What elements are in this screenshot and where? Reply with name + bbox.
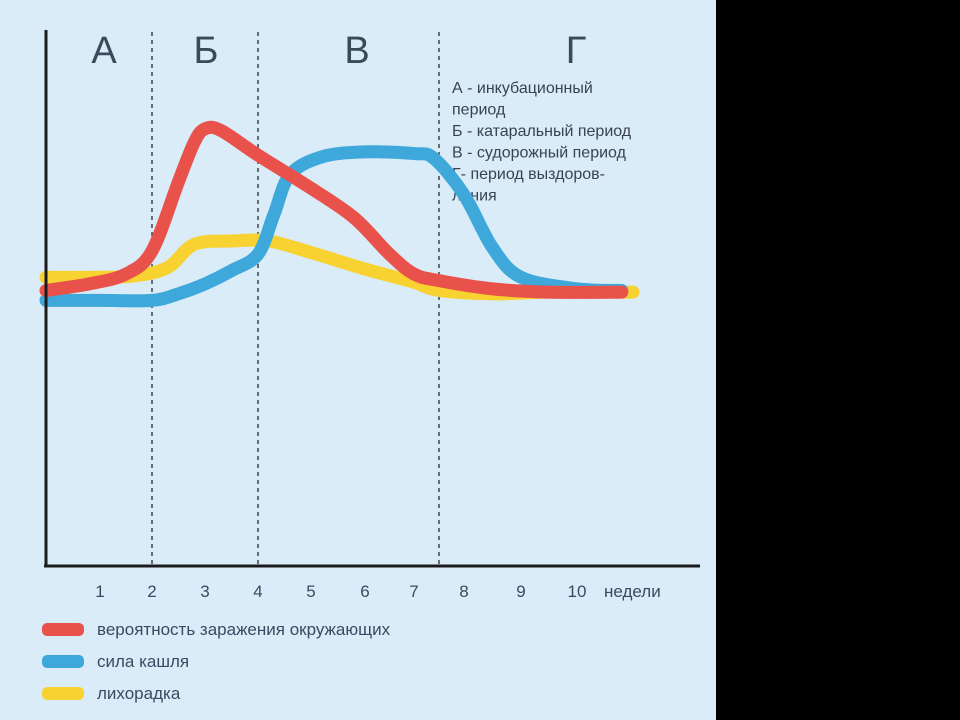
phase-labels: А Б В Г xyxy=(91,30,586,72)
phase-legend: А - инкубационный период Б - катаральный п… xyxy=(452,80,632,205)
x-tick-label: 3 xyxy=(200,582,209,601)
phase-legend-line: период xyxy=(452,102,506,119)
x-tick-label: 9 xyxy=(516,582,525,601)
legend-swatch xyxy=(42,655,84,668)
x-tick-labels: 1 2 3 4 5 6 7 8 9 10 xyxy=(95,582,586,601)
x-unit-label: недели xyxy=(604,582,661,601)
x-tick-label: 6 xyxy=(360,582,369,601)
phase-legend-line: Г- период выздоров- xyxy=(452,166,605,183)
legend-swatch xyxy=(42,687,84,700)
x-tick-label: 4 xyxy=(253,582,262,601)
whooping-cough-chart: А Б В Г А - инкубационный период Б - катараль… xyxy=(39,30,700,703)
phase-legend-line: А - инкубационный xyxy=(452,80,593,97)
x-tick-label: 10 xyxy=(568,582,587,601)
x-tick-label: 8 xyxy=(459,582,468,601)
chart-panel: А Б В Г А - инкубационный период Б - катараль… xyxy=(0,0,716,720)
x-tick-label: 1 xyxy=(95,582,104,601)
axes xyxy=(44,30,700,568)
x-tick-label: 7 xyxy=(409,582,418,601)
series-line-3 xyxy=(39,120,629,299)
x-tick-label: 5 xyxy=(306,582,315,601)
legend-entry: сила кашля xyxy=(97,652,189,671)
phase-letter: Г xyxy=(566,30,587,72)
phase-letter: В xyxy=(344,30,369,72)
legend-entry: лихорадка xyxy=(97,684,181,703)
phase-legend-line: Б - катаральный период xyxy=(452,123,632,140)
series-legend: вероятность заражения окружающих сила каш… xyxy=(42,620,391,703)
x-tick-label: 2 xyxy=(147,582,156,601)
legend-swatch xyxy=(42,623,84,636)
phase-letter: Б xyxy=(194,30,219,72)
phase-legend-line: В - судорожный период xyxy=(452,145,627,162)
phase-letter: А xyxy=(91,30,117,72)
series-line-2 xyxy=(39,145,629,308)
legend-entry: вероятность заражения окружающих xyxy=(97,620,391,639)
phase-dividers xyxy=(151,32,440,566)
series-lines xyxy=(39,120,640,308)
